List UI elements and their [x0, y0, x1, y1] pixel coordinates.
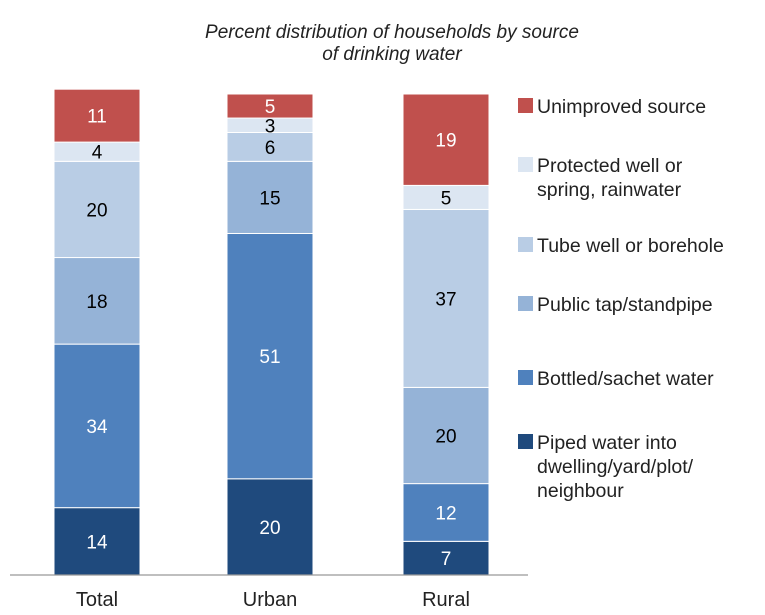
legend-swatch: [518, 237, 533, 252]
bar-segment: [226, 160, 314, 234]
legend-label: dwelling/yard/plot/: [537, 456, 694, 478]
data-label: 5: [441, 188, 452, 209]
legend-swatch: [518, 98, 533, 113]
data-label: 12: [435, 503, 456, 524]
bar-segment: [402, 540, 490, 576]
chart-title-line: Percent distribution of households by so…: [205, 22, 579, 43]
legend-swatch: [518, 296, 533, 311]
data-label: 7: [441, 549, 452, 570]
category-label: Total: [76, 589, 118, 611]
data-label: 20: [435, 427, 456, 448]
category-labels: Total Urban Rural: [76, 589, 470, 611]
legend-label: Tube well or borehole: [537, 235, 724, 257]
data-label: 15: [259, 188, 280, 209]
bar-segment: [226, 93, 314, 119]
data-label: 5: [265, 97, 276, 118]
bar-segment: [402, 208, 490, 388]
bar-segment: [53, 88, 141, 143]
data-label: 34: [86, 417, 108, 438]
legend-swatch: [518, 157, 533, 172]
category-label: Rural: [422, 589, 470, 611]
bar-segment: [226, 232, 314, 480]
bar-segment: [402, 93, 490, 186]
data-label: 18: [86, 292, 107, 313]
legend: Unimproved source Protected well orspring…: [518, 96, 724, 502]
legend-swatch: [518, 370, 533, 385]
bar-segment: [402, 184, 490, 210]
legend-swatch: [518, 434, 533, 449]
bar-segment: [226, 131, 314, 162]
bar-segment: [53, 507, 141, 576]
legend-label: Unimproved source: [537, 96, 706, 118]
legend-label: Public tap/standpipe: [537, 294, 713, 316]
data-label: 51: [259, 347, 280, 368]
legend-label: Protected well or: [537, 155, 683, 177]
bar-segment: [53, 160, 141, 259]
bar-segment: [53, 343, 141, 509]
data-label: 6: [265, 138, 276, 159]
data-label: 11: [87, 107, 107, 128]
data-label: 19: [435, 131, 456, 152]
data-label: 4: [92, 143, 103, 164]
bar-segment: [402, 483, 490, 542]
data-label: 14: [86, 532, 108, 553]
bar-segment: [402, 386, 490, 485]
data-label: 37: [435, 289, 456, 310]
data-label: 20: [259, 518, 280, 539]
data-label: 20: [86, 200, 107, 221]
legend-label: Piped water into: [537, 432, 677, 454]
chart-title: Percent distribution of households by so…: [205, 22, 579, 65]
data-label: 3: [265, 116, 276, 137]
legend-label: neighbour: [537, 480, 624, 502]
chart-title-line: of drinking water: [322, 44, 462, 65]
legend-label: spring, rainwater: [537, 179, 682, 201]
legend-label: Bottled/sachet water: [537, 368, 714, 390]
category-label: Urban: [243, 589, 297, 611]
